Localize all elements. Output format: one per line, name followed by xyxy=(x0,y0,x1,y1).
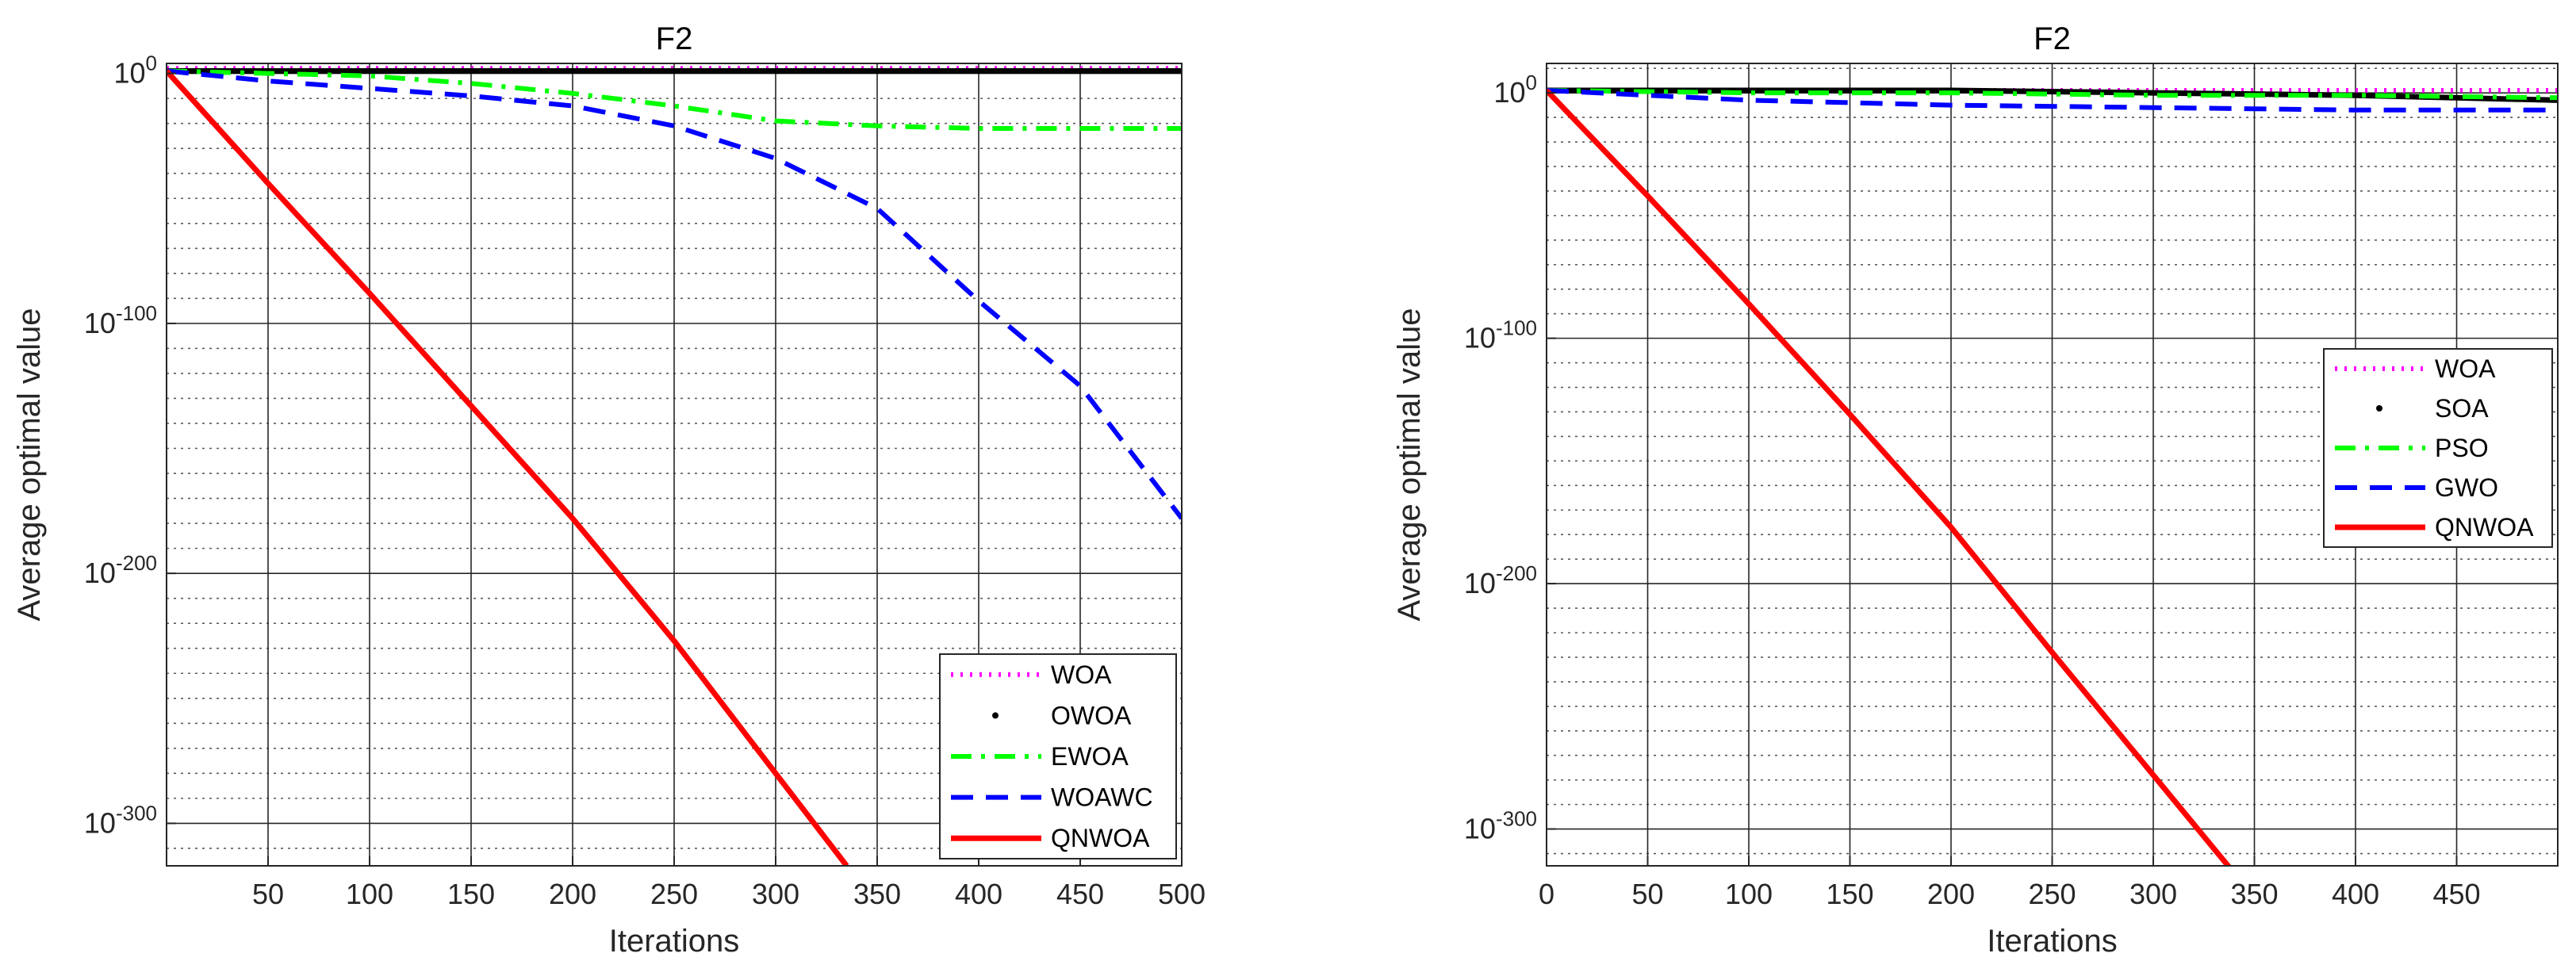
legend-label-qnwoa: QNWOA xyxy=(2435,513,2534,542)
legend-marker-soa xyxy=(2376,405,2382,412)
legend-label-soa: SOA xyxy=(2435,394,2489,423)
x-tick-label: 250 xyxy=(2028,878,2076,910)
series-line-gwo xyxy=(1547,88,2558,113)
legend-label-woawc: WOAWC xyxy=(1051,783,1153,812)
chart-title: F2 xyxy=(2034,21,2071,56)
x-tick-label: 50 xyxy=(1631,878,1663,910)
series-line-pso xyxy=(1547,88,2558,101)
x-tick-label: 0 xyxy=(1539,878,1554,910)
x-tick-label: 200 xyxy=(549,878,596,910)
x-axis-label: Iterations xyxy=(1987,924,2118,959)
series-line-woawc xyxy=(167,68,1182,520)
y-axis-label: Average optimal value xyxy=(12,308,47,621)
x-tick-label: 250 xyxy=(650,878,698,910)
series-line-qnwoa xyxy=(167,69,849,866)
legend-label-woa: WOA xyxy=(1051,660,1112,689)
x-tick-label: 300 xyxy=(752,878,799,910)
x-tick-label: 450 xyxy=(2432,878,2480,910)
legend-label-pso: PSO xyxy=(2435,434,2489,462)
x-tick-label: 200 xyxy=(1927,878,1975,910)
y-axis-label: Average optimal value xyxy=(1392,308,1427,621)
x-tick-label: 150 xyxy=(447,878,495,910)
y-tick-label: 100 xyxy=(113,52,157,90)
legend-box xyxy=(939,653,1177,859)
legend-label-woa: WOA xyxy=(2435,354,2496,383)
x-tick-label: 400 xyxy=(955,878,1002,910)
legend-marker-owoa xyxy=(992,712,999,719)
legend-label-qnwoa: QNWOA xyxy=(1051,824,1150,852)
x-tick-label: 300 xyxy=(2129,878,2177,910)
y-tick-label: 10-100 xyxy=(84,301,157,339)
x-tick-label: 450 xyxy=(1056,878,1104,910)
y-tick-label: 10-200 xyxy=(1464,561,1537,599)
x-tick-label: 150 xyxy=(1826,878,1873,910)
x-axis-label: Iterations xyxy=(609,924,740,959)
legend: WOA OWOA EWOA WOAWC QNWOA xyxy=(939,653,1177,859)
legend: WOA SOA PSO GWO QNWOA xyxy=(2323,348,2553,548)
x-tick-label: 400 xyxy=(2332,878,2379,910)
legend-label-owoa: OWOA xyxy=(1051,701,1132,729)
legend-label-ewoa: EWOA xyxy=(1051,742,1129,771)
x-tick-label: 50 xyxy=(252,878,284,910)
x-tick-label: 500 xyxy=(1158,878,1206,910)
chart-panel-2: 0 50 100 150 200 250 300 350 400 450 100 10-100 10-2… xyxy=(1392,21,2559,959)
x-tick-label: 350 xyxy=(2230,878,2278,910)
legend-box xyxy=(2323,348,2553,548)
chart-title: F2 xyxy=(656,21,693,56)
y-tick-label: 10-100 xyxy=(1464,316,1537,354)
x-tick-label: 100 xyxy=(1725,878,1773,910)
legend-label-gwo: GWO xyxy=(2435,473,2498,502)
y-tick-label: 10-200 xyxy=(84,551,157,589)
x-tick-label: 350 xyxy=(853,878,901,910)
y-tick-label: 100 xyxy=(1493,71,1537,109)
series-line-qnwoa xyxy=(1547,88,2232,866)
y-tick-label: 10-300 xyxy=(84,801,157,839)
chart-panel-1: 50 100 150 200 250 300 350 400 450 500 100 10-100 10… xyxy=(12,21,1206,959)
y-tick-label: 10-300 xyxy=(1464,807,1537,845)
series-line-ewoa xyxy=(167,68,1182,131)
x-tick-label: 100 xyxy=(346,878,393,910)
